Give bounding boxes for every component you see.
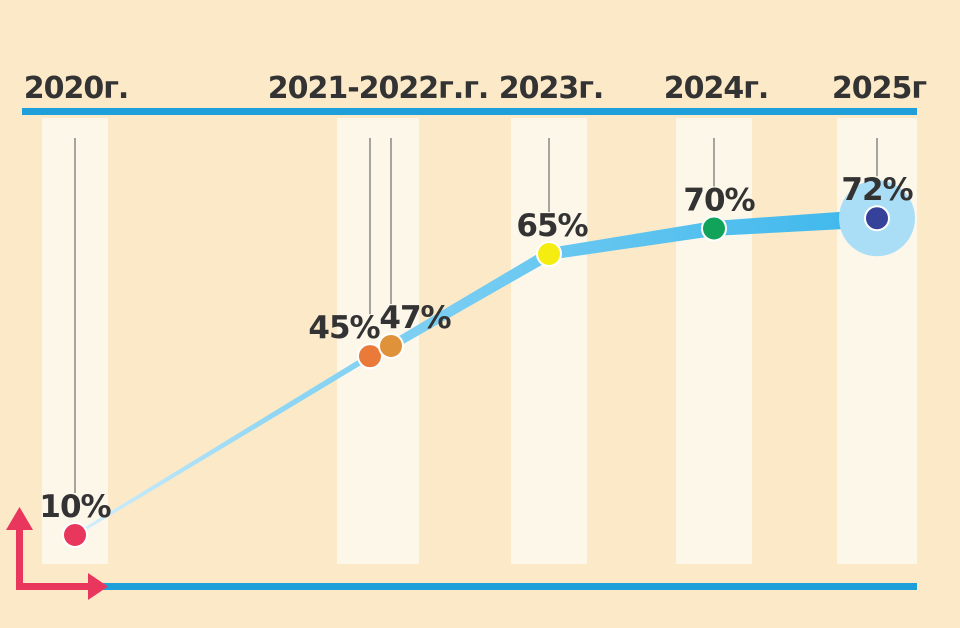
connector-lines [74, 138, 878, 493]
value-label: 47% [379, 300, 451, 336]
year-label: 2023г. [499, 71, 604, 106]
year-column-3 [676, 118, 752, 564]
year-label: 2024г. [664, 71, 769, 106]
data-point-marker [378, 332, 404, 359]
data-point-marker [62, 522, 88, 548]
data-point-marker [864, 205, 890, 232]
data-point-marker [536, 241, 562, 267]
data-markers [62, 205, 890, 548]
value-label: 65% [516, 208, 588, 244]
year-columns [42, 118, 917, 564]
value-labels: 10% 45% 47% 65% 70% 72% [39, 172, 914, 525]
year-label: 2025г [832, 71, 926, 106]
bottom-axis-line [95, 583, 917, 590]
value-label: 10% [39, 489, 111, 525]
value-label: 72% [841, 172, 913, 208]
year-labels: 2020г. 2021-2022г.г. 2023г. 2024г. 2025г [24, 71, 928, 106]
top-axis-line [22, 108, 917, 115]
value-label: 70% [683, 182, 755, 218]
year-label: 2021-2022г.г. [268, 71, 489, 106]
data-point-marker [357, 343, 383, 370]
data-point-marker [701, 215, 727, 242]
axes-arrow-icon [6, 507, 108, 600]
trend-line [74, 209, 878, 537]
year-label: 2020г. [24, 71, 129, 106]
value-label: 45% [308, 310, 380, 346]
